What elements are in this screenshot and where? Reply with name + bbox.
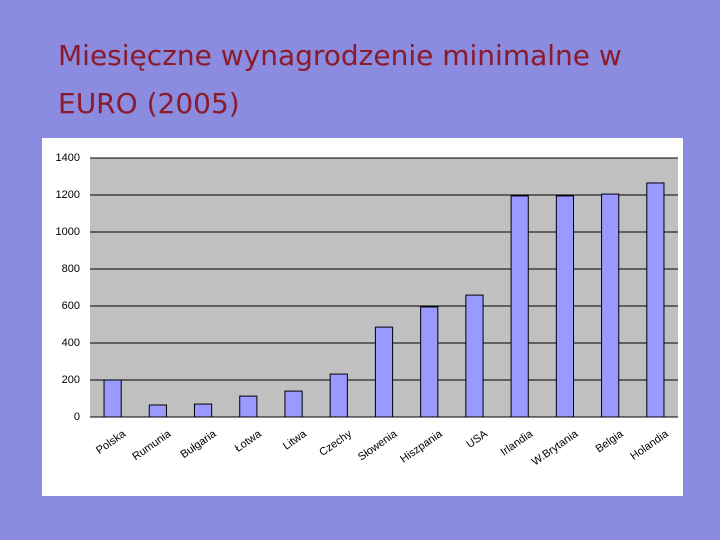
- bar: [420, 306, 439, 418]
- bar: [284, 390, 303, 418]
- y-tick-label: 800: [62, 263, 80, 275]
- bar: [646, 182, 665, 418]
- bar: [329, 373, 348, 418]
- y-tick-label: 600: [62, 300, 80, 312]
- bar: [193, 403, 213, 418]
- y-tick-label: 1000: [56, 226, 80, 238]
- bar: [601, 193, 620, 418]
- bar: [103, 379, 122, 418]
- y-tick-label: 0: [74, 411, 80, 423]
- bar: [148, 404, 167, 418]
- bar: [465, 294, 484, 418]
- bar: [239, 395, 258, 418]
- y-tick-label: 1400: [56, 152, 80, 164]
- bar: [555, 195, 575, 418]
- y-tick-label: 200: [62, 374, 80, 386]
- y-tick-label: 1200: [56, 189, 80, 201]
- bar: [374, 326, 394, 418]
- y-tick-label: 400: [62, 337, 80, 349]
- bar: [510, 195, 529, 418]
- chart-title: Miesięczne wynagrodzenie minimalne w EUR…: [58, 39, 622, 120]
